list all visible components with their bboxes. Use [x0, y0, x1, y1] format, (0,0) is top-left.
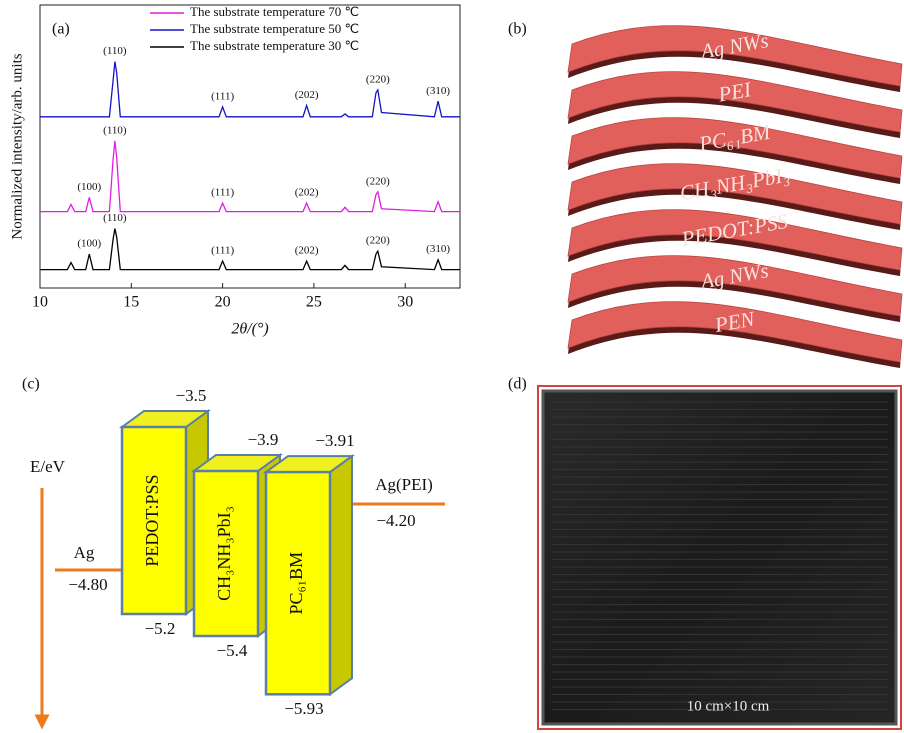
- peak-label: (310): [426, 85, 450, 97]
- block-name: PEDOT:PSS: [142, 474, 162, 566]
- peak-label: (100): [77, 238, 101, 250]
- block-bottom-label: −5.2: [145, 619, 176, 638]
- peak-label: (111): [211, 187, 234, 199]
- xrd-line: [40, 141, 460, 212]
- block-name: CH₃NH₃PbI₃: [214, 506, 234, 601]
- peak-label: (111): [211, 90, 234, 102]
- peak-label: (110): [103, 124, 127, 136]
- x-tick-label: 20: [215, 294, 231, 311]
- legend-label: The substrate temperature 30 ℃: [190, 38, 359, 53]
- electrode-name: Ag: [74, 543, 95, 562]
- legend-label: The substrate temperature 70 ℃: [190, 4, 359, 19]
- peak-label: (220): [366, 175, 390, 187]
- legend-label: The substrate temperature 50 ℃: [190, 21, 359, 36]
- peak-label: (111): [211, 245, 234, 257]
- panel-label: (c): [22, 376, 40, 393]
- block-top-label: −3.9: [248, 430, 279, 449]
- energy-axis-label: E/eV: [30, 457, 66, 476]
- figure: (a) (b) (c) (d) 10 15 20 25 30 2θ/(°) Normaliz…: [0, 0, 904, 733]
- peak-label: (110): [103, 212, 127, 224]
- block-top-label: −3.91: [315, 431, 354, 450]
- peak-label: (220): [366, 235, 390, 247]
- peak-label: (220): [366, 73, 390, 85]
- electrode-name: Ag(PEI): [375, 475, 433, 494]
- peak-label: (202): [295, 187, 319, 199]
- peak-label: (202): [295, 89, 319, 101]
- block-name: PC₆₁BM: [286, 552, 306, 615]
- block-top-label: −3.5: [176, 386, 207, 405]
- panel-label: (a): [52, 21, 70, 38]
- panel-label: (d): [508, 376, 527, 393]
- photo-caption: 10 cm×10 cm: [687, 698, 770, 714]
- peak-label: (310): [426, 243, 450, 255]
- xrd-line: [40, 229, 460, 270]
- block-bottom-label: −5.93: [284, 699, 323, 718]
- x-tick-label: 25: [306, 294, 322, 311]
- y-axis-label: Normalized intensity/arb. units: [9, 53, 25, 239]
- photo-panel: [543, 391, 896, 724]
- electrode-level-label: −4.20: [376, 511, 415, 530]
- block-bottom-label: −5.4: [217, 641, 248, 660]
- x-axis-label: 2θ/(°): [231, 321, 268, 338]
- block-side: [330, 456, 352, 694]
- peak-label: (202): [295, 245, 319, 257]
- peak-label: (110): [103, 45, 127, 57]
- peak-label: (100): [77, 181, 101, 193]
- x-tick-label: 15: [123, 294, 139, 311]
- xrd-line: [40, 62, 460, 117]
- x-tick-label: 10: [32, 294, 48, 311]
- x-tick-label: 30: [397, 294, 413, 311]
- electrode-level-label: −4.80: [68, 575, 107, 594]
- panel-label: (b): [508, 21, 527, 38]
